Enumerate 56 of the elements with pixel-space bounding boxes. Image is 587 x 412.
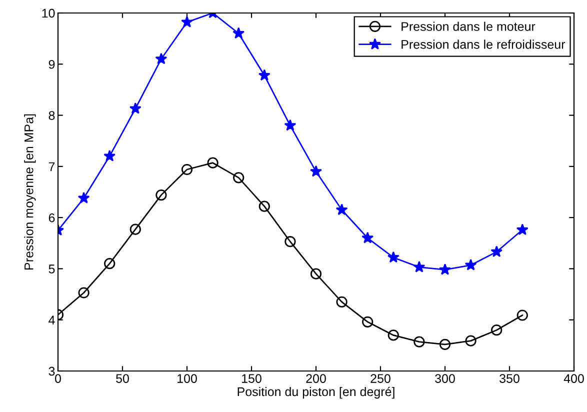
point — [362, 232, 374, 244]
point — [516, 224, 528, 236]
x-tick-label: 50 — [116, 374, 129, 383]
point — [414, 336, 425, 348]
point — [310, 268, 322, 280]
x-axis-title: Position du piston [en degré] — [238, 386, 394, 399]
x-tick-label: 150 — [242, 374, 262, 383]
y-tick-label: 10 — [42, 8, 55, 18]
point — [439, 338, 451, 350]
point — [130, 224, 141, 235]
x-tick-label: 250 — [370, 374, 390, 383]
point — [464, 258, 477, 270]
y-tick-label: 9 — [48, 60, 55, 69]
point — [232, 27, 245, 39]
y-tick-label: 4 — [48, 316, 55, 324]
y-axis-title: Pression moyenne [en MPa] — [24, 114, 36, 270]
legend-label: Pression dans le refroidisseur — [402, 40, 566, 49]
point — [284, 119, 296, 131]
point — [78, 287, 90, 298]
point — [155, 52, 168, 64]
y-tick-label: 7 — [48, 162, 55, 171]
point — [516, 310, 528, 321]
point — [387, 251, 400, 263]
point — [78, 192, 90, 204]
y-tick-label: 8 — [48, 111, 55, 120]
point — [181, 164, 193, 176]
point — [258, 200, 270, 212]
point — [129, 102, 142, 114]
x-tick-label: 350 — [500, 374, 520, 383]
x-tick-label: 200 — [306, 374, 326, 383]
point — [104, 258, 116, 270]
point — [156, 190, 167, 201]
legend-label: Pression dans le moteur — [402, 22, 536, 31]
point — [258, 69, 270, 81]
point — [439, 263, 451, 275]
point — [491, 324, 502, 336]
point — [104, 150, 116, 162]
point — [465, 335, 476, 346]
x-tick-label: 100 — [178, 374, 197, 383]
y-tick-label: 5 — [48, 264, 55, 274]
x-tick-label: 400 — [564, 374, 584, 383]
y-tick-label: 3 — [48, 366, 55, 376]
point — [388, 330, 399, 341]
x-tick-label: 0 — [55, 374, 61, 383]
point — [181, 16, 193, 28]
point — [413, 260, 426, 272]
point — [284, 236, 296, 248]
point — [207, 157, 218, 168]
y-tick-label: 6 — [48, 213, 55, 222]
point — [233, 172, 244, 184]
point — [310, 165, 322, 177]
point — [336, 296, 348, 308]
point — [490, 246, 503, 258]
point — [362, 316, 374, 328]
x-tick-label: 300 — [435, 374, 455, 383]
point — [336, 204, 348, 216]
